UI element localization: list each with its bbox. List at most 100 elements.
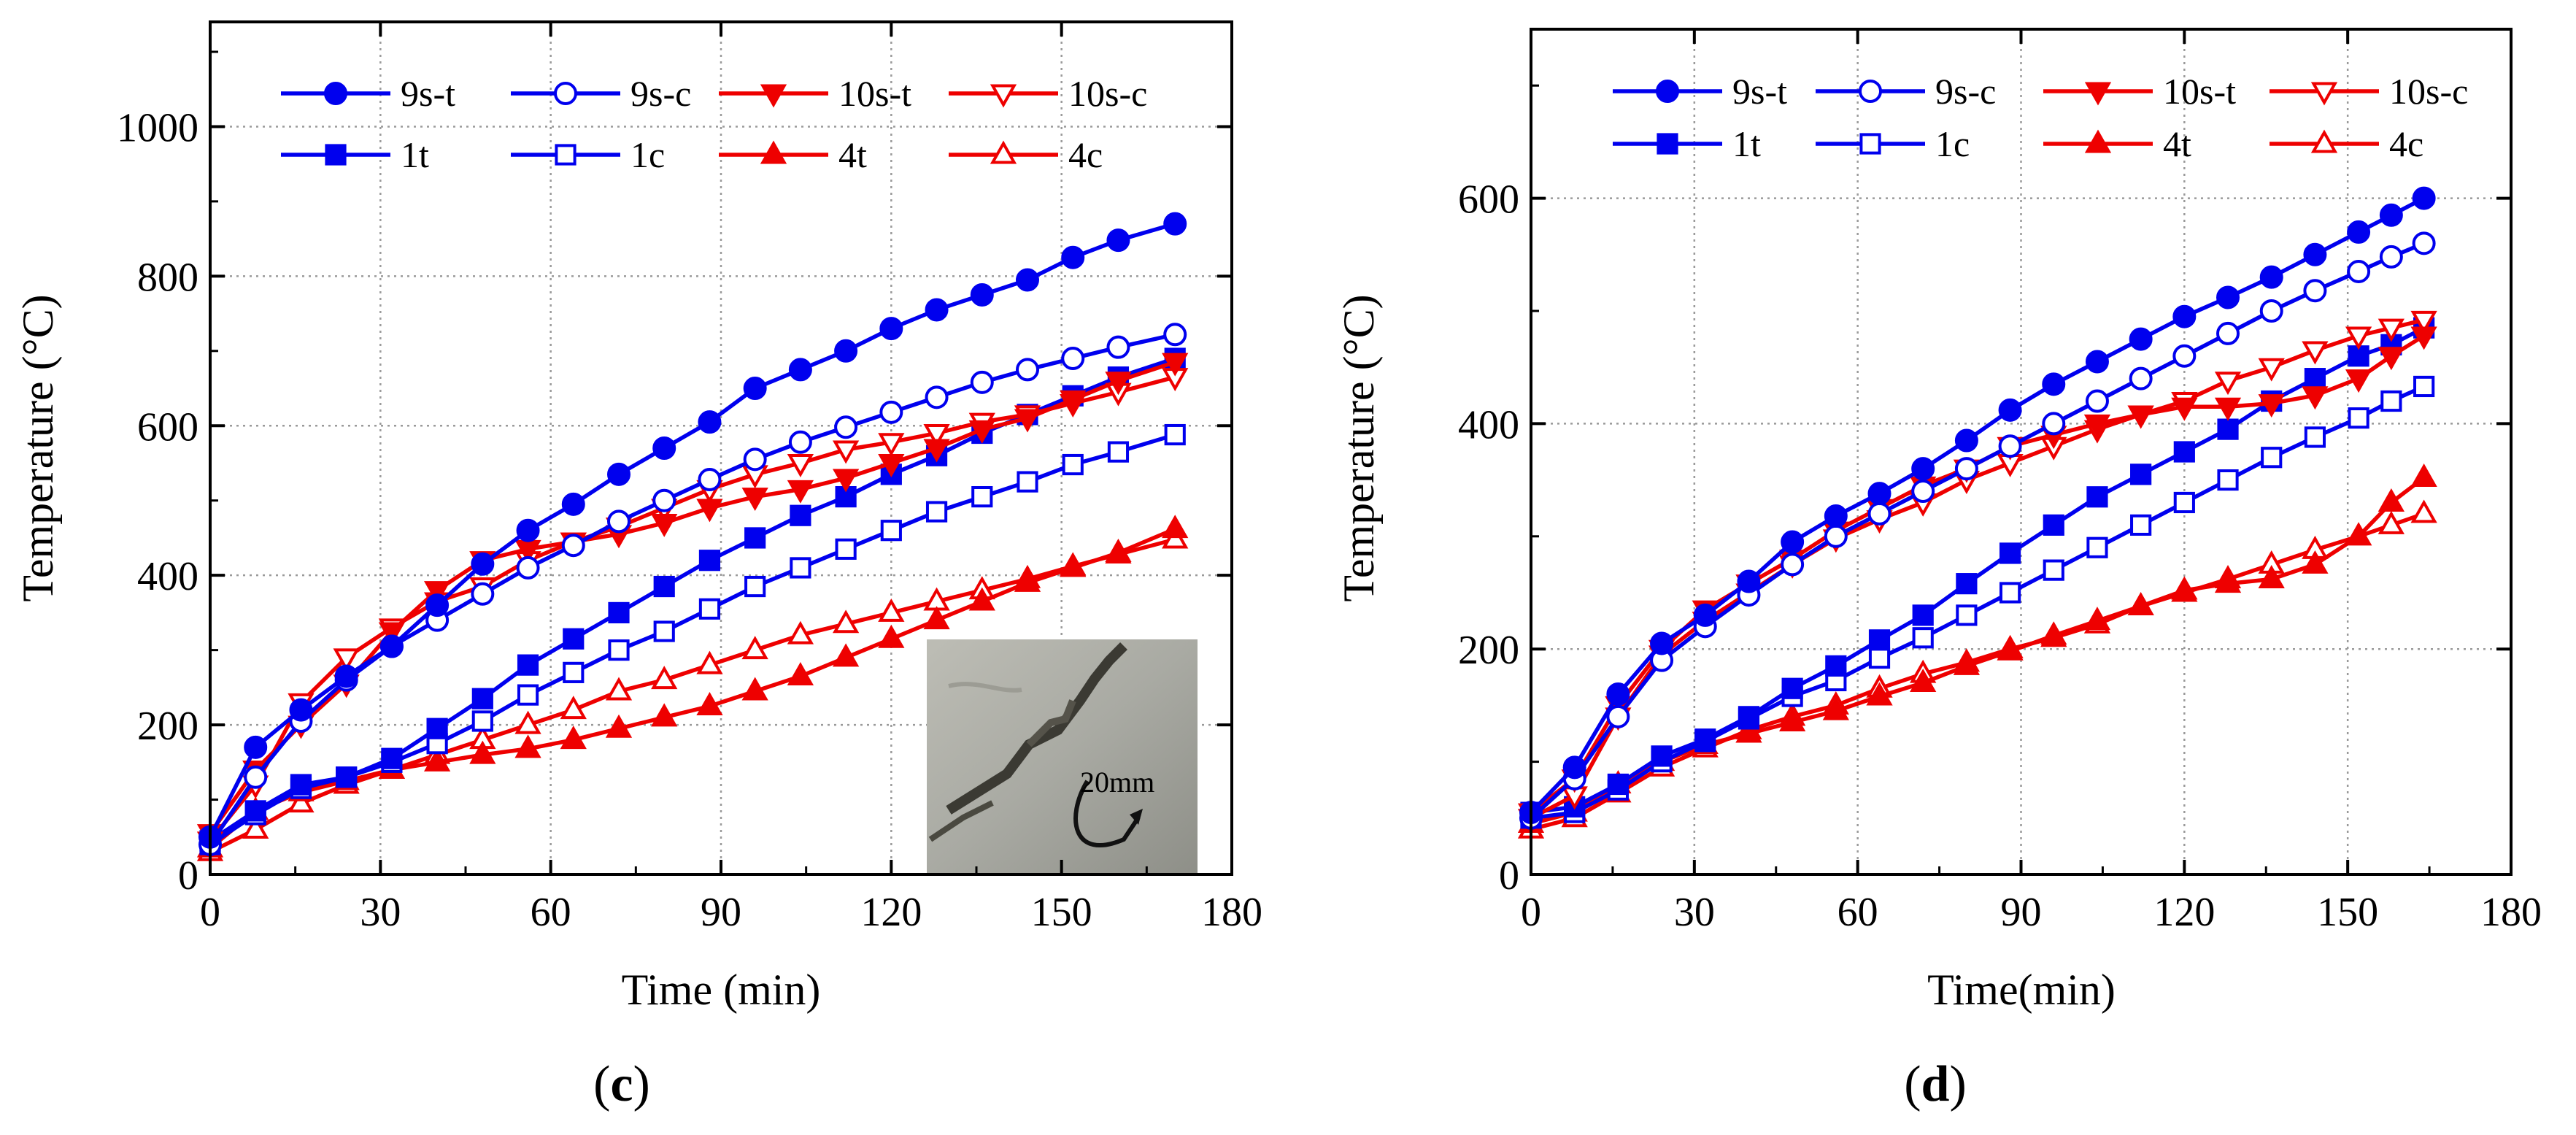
data-point: [1061, 245, 1085, 269]
data-point: [968, 587, 995, 611]
data-point: [2378, 347, 2405, 371]
data-point: [1954, 428, 1978, 453]
data-point: [1014, 409, 1041, 433]
x-tick-label: 60: [531, 890, 571, 935]
legend-label: 4t: [2163, 123, 2191, 164]
legend-label: 9s-c: [630, 73, 691, 114]
legend-item-9s-t: 9s-t: [1613, 71, 1787, 112]
data-point: [1060, 553, 1087, 577]
series-line-4c: [1530, 512, 2425, 831]
data-point: [970, 370, 994, 394]
data-point: [1953, 651, 1981, 675]
data-point: [517, 684, 539, 706]
data-point: [1868, 647, 1891, 669]
data-point: [1163, 212, 1187, 236]
data-point: [741, 488, 768, 512]
legend-label: 10s-t: [2163, 71, 2236, 112]
data-point: [2259, 299, 2283, 323]
data-point: [2042, 372, 2066, 396]
data-point: [516, 555, 540, 580]
data-point: [2214, 397, 2242, 421]
data-point: [1105, 372, 1132, 396]
data-point: [2171, 576, 2198, 600]
legend-marker: [1656, 80, 1679, 103]
data-point: [1867, 501, 1891, 526]
data-point: [1737, 569, 1761, 593]
data-point: [2379, 245, 2403, 269]
data-point: [1867, 482, 1891, 506]
data-point: [1017, 471, 1038, 493]
data-point: [878, 433, 905, 457]
data-point: [1163, 323, 1187, 347]
data-point: [2258, 565, 2285, 588]
data-point: [1650, 631, 1674, 655]
data-point: [2347, 259, 2371, 283]
data-point: [971, 485, 993, 508]
data-point: [698, 550, 721, 572]
data-point: [2172, 304, 2197, 328]
legend-label: 4c: [2389, 123, 2423, 164]
data-point: [1911, 480, 1935, 504]
data-point: [2412, 231, 2436, 255]
data-point: [2347, 220, 2371, 244]
data-point: [744, 527, 766, 549]
legend-marker: [2084, 129, 2112, 153]
data-point: [2348, 407, 2369, 429]
data-point: [879, 400, 903, 424]
legend-marker: [990, 140, 1017, 164]
data-point: [787, 453, 814, 477]
series-line-10s-t: [208, 360, 1176, 835]
data-point: [835, 538, 857, 560]
data-point: [834, 415, 858, 439]
data-point: [2129, 327, 2153, 351]
data-point: [787, 620, 814, 645]
data-point: [561, 534, 585, 558]
data-point: [653, 620, 675, 642]
data-point: [1060, 390, 1087, 414]
y-axis-title-d: Temperature (°C): [1335, 294, 1383, 601]
data-point: [698, 598, 721, 620]
panel-label-c: (c): [593, 1056, 650, 1112]
data-point: [698, 468, 722, 492]
data-point: [923, 439, 950, 463]
data-point: [2304, 426, 2326, 448]
series-d: [1517, 186, 2437, 839]
data-point: [696, 650, 723, 674]
data-point: [2413, 375, 2435, 398]
data-point: [1912, 627, 1934, 649]
legend-marker: [760, 84, 787, 108]
data-point: [1693, 603, 1717, 627]
y-tick-label: 400: [1458, 402, 1519, 447]
legend-item-4t: 4t: [719, 134, 867, 175]
data-point: [652, 436, 676, 460]
data-point: [788, 430, 812, 454]
data-point: [1016, 268, 1039, 292]
data-point: [1105, 538, 1132, 562]
legend-item-9s-c: 9s-c: [511, 73, 691, 114]
data-point: [2258, 394, 2285, 418]
data-point: [1954, 457, 1978, 481]
data-point: [1694, 728, 1716, 750]
data-point: [563, 628, 585, 650]
legend-marker: [2084, 82, 2112, 106]
data-point: [1606, 682, 1630, 706]
data-point: [743, 447, 767, 472]
x-tick-label: 30: [1674, 890, 1715, 935]
x-tick-label: 0: [1521, 890, 1541, 935]
legend-item-1c: 1c: [1816, 123, 1970, 164]
legend-marker: [555, 144, 576, 166]
data-point: [1607, 773, 1629, 796]
data-point: [878, 598, 905, 622]
data-point: [1016, 358, 1039, 382]
series-c: [196, 212, 1189, 861]
data-point: [471, 552, 495, 576]
crack-inset-photo: 20mm: [927, 639, 1198, 873]
data-point: [2085, 389, 2109, 413]
data-point: [2302, 550, 2329, 574]
data-point: [381, 747, 403, 769]
legend-label: 1c: [1935, 123, 1970, 164]
panel-label-d: (d): [1904, 1056, 1967, 1112]
legend-label: 9s-t: [401, 73, 455, 114]
data-point: [970, 282, 994, 307]
data-point: [653, 575, 675, 598]
